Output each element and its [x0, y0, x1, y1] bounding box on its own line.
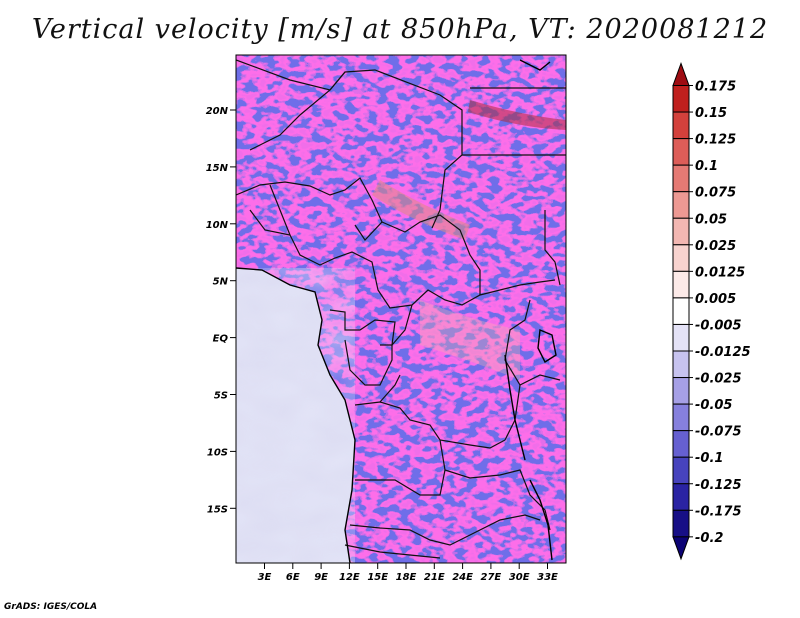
colorbar-swatch — [672, 483, 690, 511]
colorbar-label: 0.1 — [695, 159, 718, 174]
colorbar-swatch — [672, 509, 690, 538]
colorbar-label: -0.1 — [695, 451, 723, 466]
colorbar-label: -0.05 — [695, 398, 732, 413]
lat-label: EQ — [213, 334, 229, 345]
lat-label: 20N — [206, 106, 229, 117]
lat-label: 5S — [214, 391, 228, 402]
colorbar-swatch — [672, 270, 690, 299]
colorbar-swatch — [672, 456, 690, 485]
lon-label: 30E — [509, 572, 530, 583]
colorbar-label: 0.005 — [695, 292, 736, 307]
lat-label: 5N — [213, 277, 229, 288]
colorbar-label: 0.15 — [695, 106, 727, 121]
colorbar-label: 0.05 — [695, 212, 727, 227]
map-frame — [235, 54, 567, 564]
country-borders — [236, 59, 566, 559]
colorbar-cap-bottom — [672, 536, 690, 561]
lat-label: 10N — [206, 220, 229, 231]
colorbar-swatch — [672, 297, 690, 325]
lon-label: 15E — [367, 572, 388, 583]
colorbar: 0.175 0.15 0.125 0.1 0.075 0.05 0.025 0.0125 0.0… — [672, 62, 751, 561]
map-field — [236, 55, 566, 563]
lon-label: 27E — [481, 572, 502, 583]
lat-label: 10S — [207, 447, 228, 458]
longitude-ticks: 3E 6E 9E 12E 15E 18E 21E 24E 27E 30E 33E — [258, 563, 558, 583]
chart-title: Vertical velocity [m/s] at 850hPa, VT: 2… — [31, 14, 769, 45]
colorbar-swatch — [672, 217, 690, 246]
lon-label: 6E — [286, 572, 300, 583]
grads-footer: GrADS: IGES/COLA — [4, 602, 98, 612]
lon-label: 12E — [339, 572, 360, 583]
colorbar-label: 0.025 — [695, 239, 736, 254]
colorbar-cap-top — [672, 62, 690, 86]
colorbar-swatch — [672, 244, 690, 272]
lon-label: 33E — [537, 572, 558, 583]
colorbar-label: -0.175 — [695, 504, 742, 519]
coastlines — [236, 59, 557, 563]
lon-label: 3E — [258, 572, 272, 583]
lon-label: 21E — [424, 572, 445, 583]
colorbar-label: -0.025 — [695, 372, 742, 387]
colorbar-label: -0.125 — [695, 478, 742, 493]
colorbar-label: -0.075 — [695, 425, 742, 440]
lat-label: 15S — [207, 504, 228, 515]
colorbar-label: 0.175 — [695, 80, 736, 95]
colorbar-label: 0.075 — [695, 186, 736, 201]
colorbar-label: 0.125 — [695, 133, 736, 148]
lon-label: 9E — [314, 572, 328, 583]
lon-label: 18E — [396, 572, 417, 583]
colorbar-swatch — [672, 191, 690, 219]
colorbar-swatch — [672, 377, 690, 405]
lon-label: 24E — [452, 572, 473, 583]
colorbar-swatch — [672, 111, 690, 140]
colorbar-label: -0.2 — [695, 531, 723, 546]
colorbar-swatch — [672, 85, 690, 113]
colorbar-label: 0.0125 — [695, 265, 745, 280]
colorbar-swatch — [672, 164, 690, 193]
lat-label: 15N — [206, 163, 229, 174]
colorbar-swatch — [672, 138, 690, 166]
colorbar-swatch — [672, 350, 690, 379]
latitude-ticks: 20N 15N 10N 5N EQ 5S 10S 15S — [206, 106, 236, 515]
colorbar-swatch — [672, 323, 690, 352]
colorbar-swatch — [672, 403, 690, 432]
colorbar-label: -0.0125 — [695, 345, 751, 360]
colorbar-swatch — [672, 430, 690, 458]
colorbar-label: -0.005 — [695, 318, 742, 333]
